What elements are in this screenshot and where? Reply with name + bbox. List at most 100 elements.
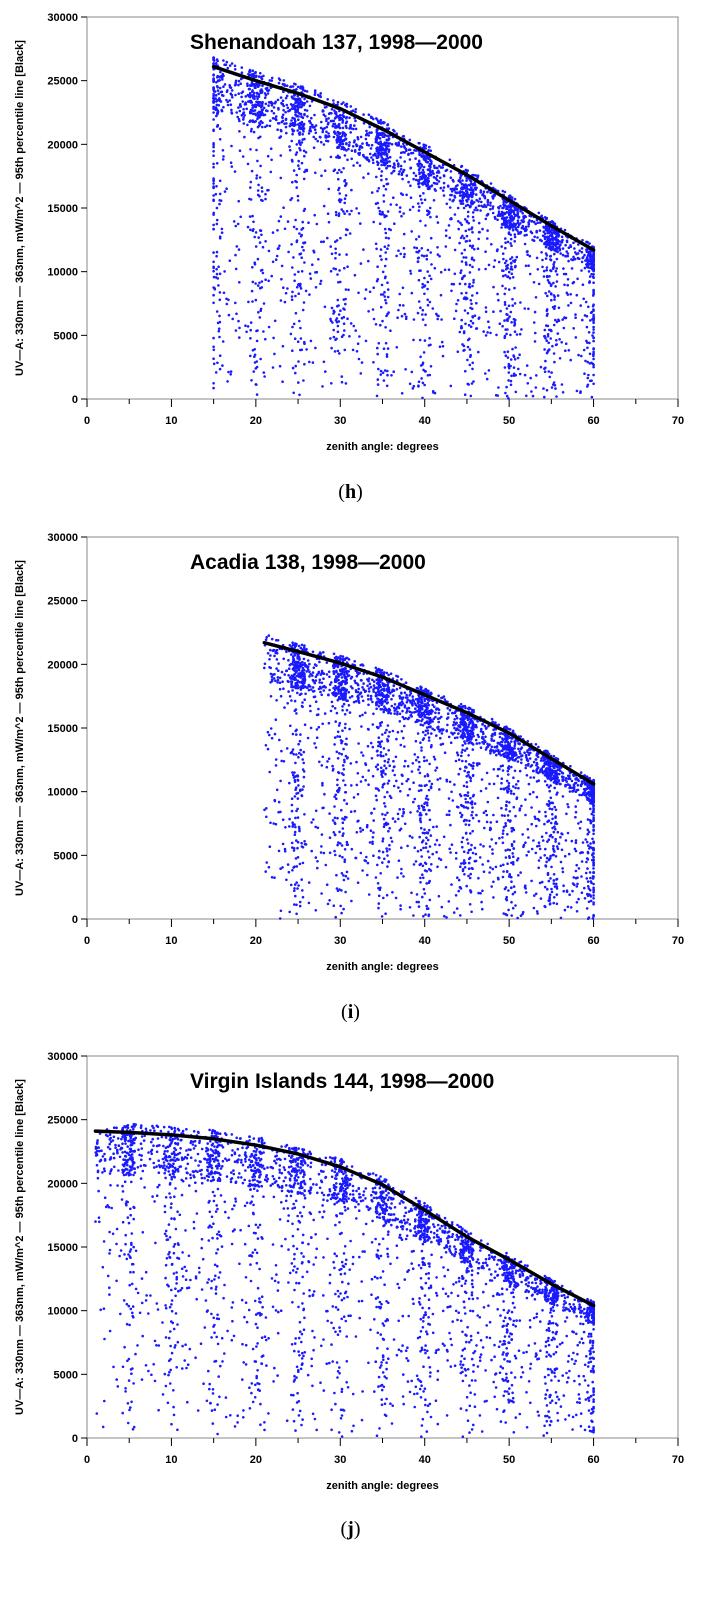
scatter-point <box>426 182 430 186</box>
scatter-point <box>371 308 375 311</box>
scatter-point <box>412 384 416 388</box>
scatter-point <box>536 268 540 271</box>
scatter-point <box>386 295 390 299</box>
scatter-point <box>322 240 326 243</box>
scatter-point <box>416 179 420 182</box>
scatter-point <box>541 839 545 842</box>
scatter-point <box>460 325 463 328</box>
scatter-point <box>460 813 464 817</box>
scatter-point <box>260 77 264 81</box>
scatter-point <box>261 121 264 124</box>
scatter-point <box>298 284 302 288</box>
scatter-point <box>545 217 548 221</box>
scatter-point <box>393 773 397 777</box>
scatter-point <box>477 819 481 823</box>
scatter-point <box>361 713 364 717</box>
scatter-point <box>534 296 538 299</box>
scatter-point <box>225 90 229 94</box>
scatter-point <box>269 119 272 122</box>
scatter-point <box>459 702 463 706</box>
scatter-point <box>349 105 353 108</box>
scatter-point <box>248 215 252 218</box>
scatter-point <box>483 203 486 207</box>
scatter-point <box>320 669 324 673</box>
scatter-point <box>402 145 406 148</box>
scatter-point <box>426 838 430 842</box>
scatter-point <box>553 384 557 387</box>
scatter-point <box>408 158 412 161</box>
chart-title: Shenandoah 137, 1998—2000 <box>190 31 483 54</box>
scatter-point <box>574 876 578 880</box>
scatter-point <box>269 681 272 684</box>
scatter-point <box>332 312 335 315</box>
scatter-point <box>591 317 594 321</box>
scatter-point <box>453 731 456 735</box>
scatter-point <box>515 333 519 336</box>
scatter-point <box>250 109 254 112</box>
scatter-point <box>527 782 531 786</box>
scatter-point <box>295 186 299 189</box>
scatter-point <box>493 745 497 749</box>
scatter-point <box>569 358 572 362</box>
scatter-point <box>320 240 323 244</box>
scatter-point <box>347 147 350 151</box>
scatter-point <box>353 124 356 127</box>
scatter-point <box>345 142 348 146</box>
scatter-point <box>401 193 405 196</box>
scatter-point <box>320 120 323 124</box>
scatter-point <box>371 678 374 682</box>
scatter-point <box>548 789 551 793</box>
scatter-point <box>424 144 428 147</box>
scatter-point <box>436 317 440 321</box>
scatter-point <box>354 110 357 114</box>
scatter-point <box>227 298 230 302</box>
scatter-point <box>416 260 420 264</box>
scatter-point <box>401 286 405 290</box>
scatter-point <box>591 275 595 279</box>
scatter-point <box>229 161 233 164</box>
scatter-point <box>500 210 504 214</box>
scatter-point <box>417 300 421 303</box>
scatter-point <box>212 165 215 169</box>
scatter-point <box>256 100 260 104</box>
scatter-point <box>255 92 259 95</box>
scatter-point <box>546 235 550 239</box>
scatter-point <box>486 203 490 206</box>
scatter-point <box>532 769 535 773</box>
scatter-point <box>457 878 461 882</box>
scatter-point <box>331 124 335 128</box>
scatter-point <box>251 349 255 352</box>
scatter-point <box>291 290 294 294</box>
scatter-point <box>337 212 341 215</box>
x-tick-label: 60 <box>587 935 599 947</box>
scatter-point <box>392 169 396 173</box>
scatter-point <box>295 733 298 736</box>
scatter-point <box>383 802 386 805</box>
scatter-point <box>424 313 427 316</box>
scatter-point <box>327 721 331 725</box>
scatter-point <box>453 272 457 276</box>
scatter-point <box>503 211 506 215</box>
scatter-point <box>516 779 520 783</box>
scatter-point <box>421 396 424 400</box>
scatter-point <box>319 126 323 130</box>
scatter-point <box>491 207 495 210</box>
scatter-point <box>410 770 414 773</box>
scatter-point <box>378 137 382 140</box>
scatter-point <box>334 338 337 342</box>
scatter-point <box>443 268 447 272</box>
scatter-point <box>376 265 379 269</box>
scatter-point <box>524 891 528 894</box>
scatter-point <box>291 349 294 353</box>
scatter-point <box>310 821 313 824</box>
scatter-point <box>294 153 298 156</box>
scatter-point <box>563 316 567 320</box>
scatter-point <box>392 196 395 199</box>
scatter-point <box>313 128 317 131</box>
scatter-point <box>553 885 557 888</box>
scatter-point <box>322 360 326 364</box>
scatter-point <box>214 192 218 196</box>
chart-panel-h: 0 5000 10000 15000 20000 25000 30000 0 10 20 30 40 5… <box>0 0 701 536</box>
scatter-point <box>249 228 252 232</box>
scatter-point <box>333 821 337 824</box>
